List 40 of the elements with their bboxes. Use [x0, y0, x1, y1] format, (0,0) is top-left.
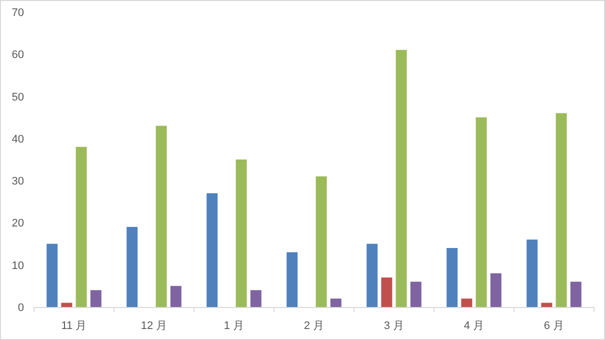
y-tick-label: 70 [12, 7, 24, 19]
bar [381, 278, 392, 307]
bar [526, 240, 538, 307]
bar [286, 252, 298, 307]
bar [236, 160, 247, 307]
bar [556, 113, 567, 307]
bar [330, 298, 342, 307]
y-tick-label: 50 [12, 91, 24, 104]
y-tick-label: 30 [12, 176, 24, 188]
bar [490, 273, 502, 307]
x-tick-label: 3 月 [384, 320, 404, 332]
bar [461, 298, 472, 307]
bar [250, 290, 262, 307]
bar [46, 244, 58, 307]
bar [366, 244, 378, 307]
y-tick-label: 10 [12, 260, 24, 272]
bar [446, 248, 458, 307]
bar [410, 282, 422, 307]
x-tick-label: 2 月 [304, 320, 324, 332]
bar [156, 126, 167, 307]
bar [126, 226, 138, 307]
x-tick-label: 12 月 [140, 320, 168, 332]
bar [76, 146, 87, 307]
bar [476, 117, 487, 307]
bar [206, 193, 218, 307]
bar [570, 282, 582, 307]
bar [90, 290, 102, 307]
y-tick-label: 20 [12, 218, 24, 230]
bar [170, 286, 182, 307]
y-tick-label: 60 [12, 49, 24, 62]
x-tick-label: 11 月 [61, 320, 87, 332]
bar [61, 302, 72, 307]
y-tick-label: 40 [12, 133, 24, 146]
bar [541, 302, 552, 307]
x-tick-label: 1 月 [224, 320, 244, 332]
x-tick-label: 4 月 [464, 320, 484, 332]
x-tick-label: 6 月 [544, 320, 564, 332]
bar [316, 176, 327, 307]
bar [396, 50, 407, 307]
y-tick-label: 0 [18, 302, 24, 314]
